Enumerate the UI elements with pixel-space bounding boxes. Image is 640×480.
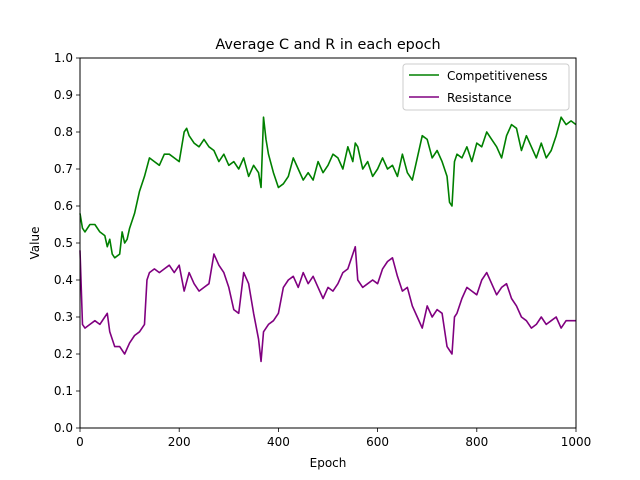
series-line-competitiveness (79, 116, 577, 259)
legend-label-competitiveness: Competitiveness (447, 69, 547, 83)
x-tick-label: 600 (366, 435, 389, 449)
y-tick-label: 0.8 (54, 125, 73, 139)
y-axis-label: Value (28, 227, 42, 260)
x-tick-label: 400 (267, 435, 290, 449)
y-tick-label: 0.4 (54, 273, 73, 287)
y-tick-label: 0.1 (54, 384, 73, 398)
y-tick-label: 1.0 (54, 51, 73, 65)
y-tick-label: 0.2 (54, 347, 73, 361)
y-tick-label: 0.7 (54, 162, 73, 176)
x-tick-label: 800 (465, 435, 488, 449)
x-tick-label: 0 (76, 435, 84, 449)
x-axis: 0 200 400 600 800 1000 (76, 428, 591, 449)
y-tick-label: 0.5 (54, 236, 73, 250)
legend: Competitiveness Resistance (402, 63, 570, 111)
y-tick-label: 0.3 (54, 310, 73, 324)
legend-box (402, 63, 570, 111)
series-layer (79, 116, 577, 363)
chart-title: Average C and R in each epoch (215, 37, 440, 53)
legend-label-resistance: Resistance (447, 91, 512, 105)
y-tick-label: 0.9 (54, 88, 73, 102)
series-line-resistance (79, 245, 576, 363)
y-tick-label: 0.0 (54, 421, 73, 435)
y-axis: 0.0 0.1 0.2 0.3 0.4 0.5 0.6 0.7 0.8 0.9 1.0 (54, 51, 80, 435)
x-tick-label: 200 (168, 435, 191, 449)
y-tick-label: 0.6 (54, 199, 73, 213)
x-axis-label: Epoch (310, 456, 347, 470)
x-tick-label: 1000 (561, 435, 592, 449)
